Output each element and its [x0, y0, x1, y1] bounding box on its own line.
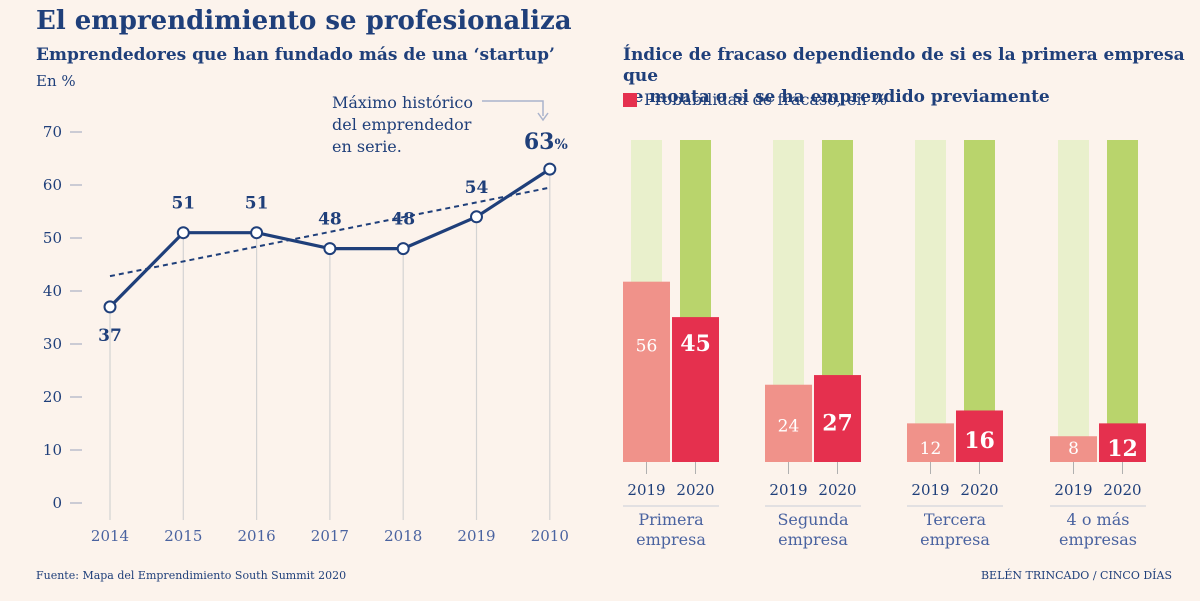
bar-year-label: 2019	[911, 481, 949, 499]
bar-background-2019	[1058, 140, 1089, 462]
bar-year-label: 2020	[1103, 481, 1141, 499]
data-label: 51	[171, 194, 195, 214]
bar-year-label: 2020	[818, 481, 856, 499]
bar-2020	[814, 375, 861, 462]
annotation-text: del emprendedor	[332, 115, 472, 134]
legend: Probabilidad de fracaso, en %	[623, 90, 887, 109]
right-chart-subtitle: Índice de fracaso dependiendo de si es l…	[623, 45, 1200, 108]
data-point	[103, 300, 117, 314]
data-label: 54	[465, 178, 489, 198]
credit: BELÉN TRINCADO / CINCO DÍAS	[980, 569, 1172, 582]
legend-swatch	[623, 92, 637, 107]
bar-value-2020: 45	[680, 331, 711, 357]
bar-2020	[956, 410, 1003, 462]
bar-value-2020: 27	[822, 411, 853, 437]
category-label: empresa	[778, 530, 848, 549]
bar-background-2020	[1107, 140, 1138, 462]
data-label: 48	[391, 210, 415, 230]
bar-value-2019: 24	[778, 416, 800, 436]
left-chart-unit: En %	[36, 72, 76, 90]
data-point	[323, 242, 337, 256]
bar-2019	[765, 384, 812, 462]
bar-value-2019: 8	[1068, 439, 1079, 459]
bar-value-2020: 16	[964, 428, 995, 454]
x-tick-label: 2010	[531, 527, 569, 545]
y-tick-label: 0	[52, 494, 62, 512]
y-tick-label: 40	[43, 282, 62, 300]
annotation-text: Máximo histórico	[332, 93, 473, 112]
category-label: 4 o más	[1067, 510, 1130, 529]
bar-2020	[672, 317, 719, 462]
highlight-unit: %	[554, 137, 567, 153]
highlight-label: 63%	[524, 129, 568, 155]
data-point	[176, 226, 190, 240]
y-tick-label: 30	[43, 335, 62, 353]
category-label: empresa	[920, 530, 990, 549]
annotation-arrow-line	[482, 100, 544, 116]
x-tick-label: 2014	[91, 527, 129, 545]
x-tick-label: 2019	[457, 527, 495, 545]
source-note: Fuente: Mapa del Emprendimiento South Su…	[36, 569, 347, 582]
x-tick-label: 2018	[384, 527, 422, 545]
annotation-arrow-head	[537, 112, 549, 122]
y-tick-label: 70	[43, 123, 62, 141]
data-point	[543, 162, 557, 176]
highlight-value: 63	[524, 129, 555, 155]
data-point	[396, 242, 410, 256]
bar-2019	[1050, 436, 1097, 462]
legend-label: Probabilidad de fracaso, en %	[644, 90, 888, 109]
category-label: Primera	[638, 510, 704, 529]
x-tick-label: 2017	[311, 527, 349, 545]
bar-value-2019: 56	[636, 337, 658, 357]
x-tick-label: 2016	[238, 527, 276, 545]
y-tick-label: 50	[43, 229, 62, 247]
annotation-text: en serie.	[332, 137, 402, 156]
bar-year-label: 2019	[627, 481, 665, 499]
y-tick-label: 10	[43, 441, 62, 459]
bar-value-2020: 12	[1107, 436, 1138, 462]
page-title: El emprendimiento se profesionaliza	[36, 6, 572, 36]
bar-year-label: 2019	[1054, 481, 1092, 499]
bar-background-2020	[964, 140, 995, 462]
x-tick-label: 2015	[164, 527, 202, 545]
bar-year-label: 2019	[769, 481, 807, 499]
bar-year-label: 2020	[676, 481, 714, 499]
data-label: 48	[318, 210, 342, 230]
data-label: 37	[98, 326, 122, 346]
category-label: Tercera	[924, 510, 987, 529]
y-tick-label: 20	[43, 388, 62, 406]
category-label: Segunda	[777, 510, 849, 529]
right-chart-subtitle-line2: se monta o si se ha emprendido previamen…	[623, 87, 1050, 107]
left-chart-subtitle: Emprendedores que han fundado más de una…	[36, 45, 555, 65]
y-tick-label: 60	[43, 176, 62, 194]
category-label: empresa	[636, 530, 706, 549]
category-label: empresas	[1059, 530, 1137, 549]
bar-background-2019	[915, 140, 946, 462]
data-point	[470, 210, 483, 224]
bar-2020	[1099, 423, 1146, 462]
trend-line	[109, 186, 550, 278]
bar-2019	[623, 281, 670, 462]
bar-2019	[907, 423, 954, 462]
right-chart-subtitle-line1: Índice de fracaso dependiendo de si es l…	[623, 45, 1185, 86]
data-label: 51	[245, 194, 269, 214]
data-point	[250, 226, 264, 240]
bar-value-2019: 12	[920, 439, 942, 459]
bar-year-label: 2020	[960, 481, 998, 499]
